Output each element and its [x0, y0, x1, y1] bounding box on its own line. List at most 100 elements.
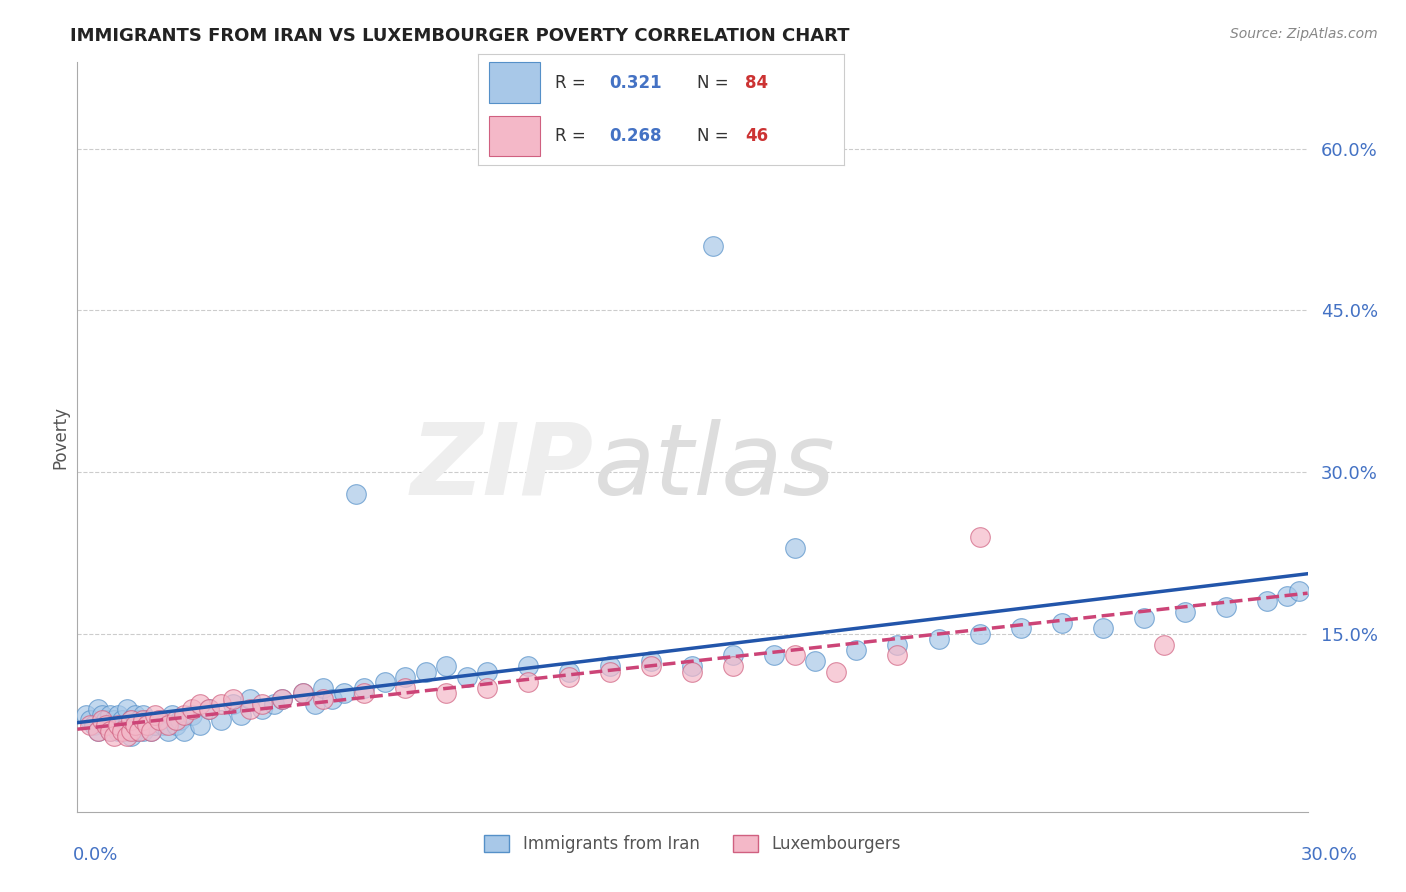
Text: 0.321: 0.321: [610, 73, 662, 92]
Point: [344, 486, 367, 500]
Point: [1132, 610, 1154, 624]
Legend: Immigrants from Iran, Luxembourgers: Immigrants from Iran, Luxembourgers: [478, 828, 907, 860]
Point: [517, 659, 540, 673]
Point: [188, 697, 212, 711]
Point: [90, 707, 114, 722]
Point: [98, 723, 121, 738]
Point: [928, 632, 950, 647]
Point: [143, 718, 166, 732]
Point: [640, 654, 662, 668]
Point: [152, 718, 174, 732]
Point: [599, 665, 621, 679]
Point: [197, 702, 219, 716]
Point: [353, 681, 375, 695]
Point: [115, 729, 138, 743]
Point: [98, 707, 121, 722]
Point: [1050, 615, 1073, 630]
Text: N =: N =: [697, 73, 734, 92]
Point: [477, 681, 499, 695]
Point: [1256, 594, 1278, 608]
Text: 0.268: 0.268: [610, 127, 662, 145]
Point: [111, 718, 134, 732]
Point: [124, 707, 146, 722]
Point: [136, 718, 159, 732]
Point: [90, 713, 114, 727]
Point: [886, 648, 908, 663]
Point: [1091, 622, 1114, 636]
Point: [436, 659, 458, 673]
Point: [111, 713, 134, 727]
Point: [250, 702, 273, 716]
Point: [156, 718, 179, 732]
Point: [312, 681, 335, 695]
Y-axis label: Poverty: Poverty: [51, 406, 69, 468]
Point: [291, 686, 314, 700]
Point: [87, 702, 110, 716]
Point: [231, 707, 253, 722]
Point: [120, 713, 142, 727]
Point: [477, 665, 499, 679]
Point: [353, 686, 375, 700]
Point: [250, 697, 273, 711]
Point: [271, 691, 294, 706]
Point: [107, 707, 129, 722]
Point: [209, 697, 232, 711]
Point: [141, 723, 163, 738]
Point: [804, 654, 827, 668]
Point: [79, 718, 101, 732]
Point: [558, 665, 581, 679]
Point: [197, 702, 219, 716]
Point: [132, 713, 155, 727]
Point: [456, 670, 478, 684]
Point: [124, 723, 146, 738]
Point: [148, 713, 170, 727]
Text: R =: R =: [555, 127, 591, 145]
Point: [79, 713, 101, 727]
Point: [94, 718, 117, 732]
Point: [374, 675, 396, 690]
Point: [165, 718, 187, 732]
Point: [723, 648, 745, 663]
Point: [825, 665, 848, 679]
Point: [128, 718, 150, 732]
Point: [1215, 599, 1237, 614]
Point: [263, 697, 285, 711]
Point: [969, 627, 991, 641]
Point: [1275, 589, 1298, 603]
Point: [209, 713, 232, 727]
Point: [169, 713, 191, 727]
Point: [415, 665, 437, 679]
Point: [321, 691, 343, 706]
Text: Source: ZipAtlas.com: Source: ZipAtlas.com: [1230, 27, 1378, 41]
Point: [120, 729, 142, 743]
Point: [558, 670, 581, 684]
Point: [640, 659, 662, 673]
Point: [333, 686, 356, 700]
Point: [94, 713, 117, 727]
Point: [148, 713, 170, 727]
Point: [783, 648, 806, 663]
Point: [94, 718, 117, 732]
Text: N =: N =: [697, 127, 734, 145]
Point: [702, 238, 724, 252]
Text: ZIP: ZIP: [411, 418, 595, 516]
Point: [115, 702, 138, 716]
Point: [75, 707, 97, 722]
Text: 84: 84: [745, 73, 768, 92]
Point: [291, 686, 314, 700]
Point: [107, 718, 129, 732]
Point: [517, 675, 540, 690]
Point: [723, 659, 745, 673]
Point: [181, 707, 204, 722]
Point: [136, 718, 159, 732]
Point: [845, 643, 868, 657]
Point: [165, 713, 187, 727]
Point: [181, 702, 204, 716]
Point: [156, 723, 179, 738]
Point: [173, 723, 195, 738]
Text: 30.0%: 30.0%: [1301, 846, 1357, 863]
Point: [188, 718, 212, 732]
Point: [115, 723, 138, 738]
Point: [128, 713, 150, 727]
Point: [312, 691, 335, 706]
